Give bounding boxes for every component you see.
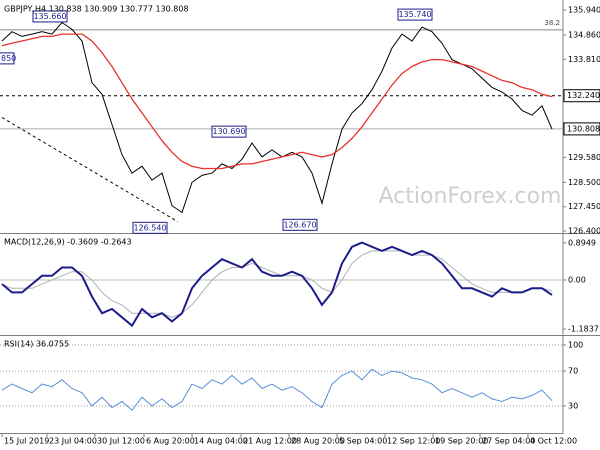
price-box-label: 130.808 (567, 124, 600, 133)
x-tick-label: 23 Jul 04:00 (49, 437, 97, 446)
series-line (1, 33, 553, 170)
y-tick-label: 0.8949 (568, 238, 596, 247)
pane-title: RSI(14) 36.0755 (4, 340, 69, 349)
annotation-box (0, 52, 15, 65)
annotation-label: 126.670 (283, 220, 316, 229)
annotation-box (132, 221, 168, 234)
price-box (563, 89, 600, 103)
y-tick-label: 129.580 (568, 153, 600, 162)
y-tick-label: 127.450 (568, 202, 600, 211)
y-tick-label: 100 (568, 340, 583, 349)
y-tick-label: 133.810 (568, 55, 600, 64)
series-line (1, 250, 553, 318)
trendline (1, 117, 179, 223)
x-tick-label: 4 Oct 12:00 (530, 437, 577, 446)
x-tick-label: 19 Sep 20:00 (435, 437, 488, 446)
annotation-label: 850 (1, 54, 16, 63)
x-tick-label: 6 Aug 20:00 (146, 437, 195, 446)
price-box (563, 122, 600, 136)
series-line (1, 368, 553, 411)
y-tick-label: 128.500 (568, 178, 600, 187)
x-tick-label: 21 Aug 12:00 (243, 437, 297, 446)
annotation-box (32, 10, 68, 23)
annotation-box (282, 218, 318, 231)
y-tick-label: 126.400 (568, 227, 600, 236)
watermark: ActionForex.com (379, 184, 562, 209)
pane-title: MACD(12,26,9) -0.3609 -0.2643 (4, 238, 132, 247)
annotation-label: 126.540 (133, 223, 166, 232)
y-tick-label: 30 (568, 401, 578, 410)
price-box-label: 132.240 (567, 91, 600, 100)
x-tick-label: 14 Aug 04:00 (194, 437, 248, 446)
annotation-label: 135.660 (33, 12, 66, 21)
x-tick-label: 5 Sep 04:00 (339, 437, 387, 446)
x-tick-label: 12 Sep 12:00 (387, 437, 440, 446)
pane-title: GBPJPY,H4 130.838 130.909 130.777 130.80… (4, 5, 189, 14)
y-tick-label: 135.940 (568, 5, 600, 14)
annotation-label: 130.690 (212, 127, 245, 136)
x-tick-label: 28 Aug 20:00 (291, 437, 345, 446)
y-tick-label: 0.00 (568, 275, 586, 284)
y-tick-label: 70 (568, 367, 578, 376)
annotation-box (397, 8, 433, 21)
annotation-box (211, 125, 247, 138)
x-tick-label: 27 Sep 04:00 (482, 437, 535, 446)
y-tick-label: 134.860 (568, 30, 600, 39)
y-tick-label: -1.1837 (568, 325, 599, 334)
series-line (1, 241, 553, 328)
annotation-label: 135.740 (398, 10, 431, 19)
fib-label: 38.2 (544, 19, 560, 27)
x-tick-label: 15 Jul 2019 (4, 437, 49, 446)
x-tick-label: 30 Jul 12:00 (97, 437, 145, 446)
